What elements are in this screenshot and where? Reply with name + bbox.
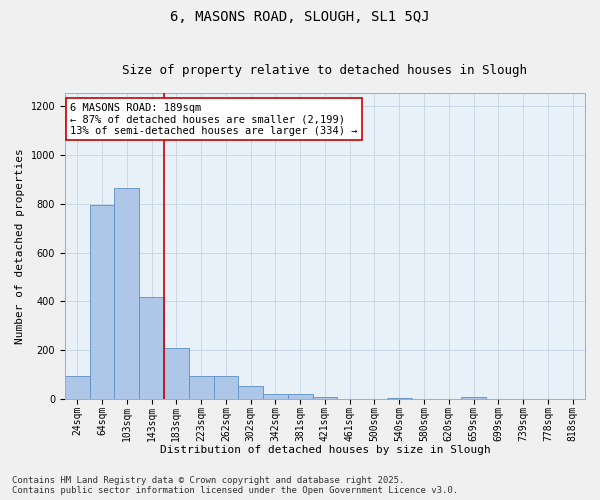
Bar: [387, 398, 412, 400]
Y-axis label: Number of detached properties: Number of detached properties: [15, 148, 25, 344]
Title: Size of property relative to detached houses in Slough: Size of property relative to detached ho…: [122, 64, 527, 77]
Bar: [214, 376, 238, 400]
Bar: [65, 376, 89, 400]
Bar: [89, 205, 115, 400]
Bar: [288, 394, 313, 400]
Bar: [263, 394, 288, 400]
Bar: [164, 348, 189, 400]
Bar: [139, 296, 164, 400]
X-axis label: Distribution of detached houses by size in Slough: Distribution of detached houses by size …: [160, 445, 490, 455]
Text: 6 MASONS ROAD: 189sqm
← 87% of detached houses are smaller (2,199)
13% of semi-d: 6 MASONS ROAD: 189sqm ← 87% of detached …: [70, 102, 358, 136]
Bar: [238, 386, 263, 400]
Bar: [461, 397, 486, 400]
Text: Contains HM Land Registry data © Crown copyright and database right 2025.
Contai: Contains HM Land Registry data © Crown c…: [12, 476, 458, 495]
Bar: [313, 397, 337, 400]
Bar: [115, 188, 139, 400]
Text: 6, MASONS ROAD, SLOUGH, SL1 5QJ: 6, MASONS ROAD, SLOUGH, SL1 5QJ: [170, 10, 430, 24]
Bar: [189, 376, 214, 400]
